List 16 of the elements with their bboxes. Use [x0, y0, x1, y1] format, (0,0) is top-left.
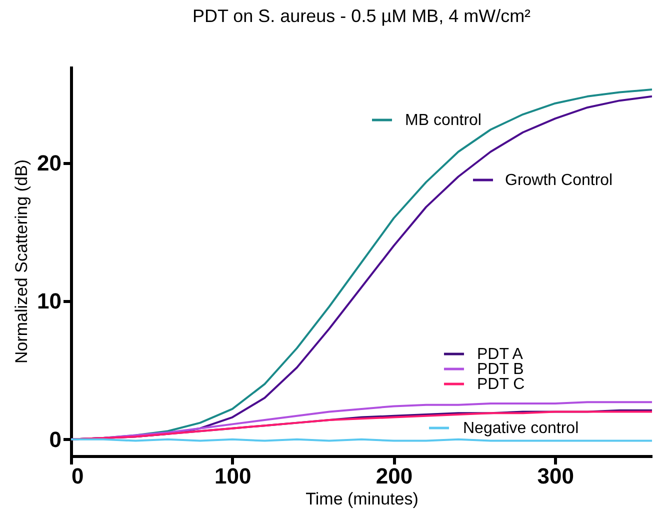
legend-label: Negative control: [463, 420, 579, 437]
legend-label: PDT B: [477, 361, 524, 378]
x-tick-label: 0: [72, 464, 84, 488]
legend-label: PDT A: [477, 346, 524, 363]
y-tick-label: 20: [37, 150, 62, 176]
y-tick-label: 10: [37, 288, 62, 314]
legend-label: PDT C: [477, 376, 525, 393]
x-axis-title: Time (minutes): [306, 490, 418, 508]
y-tick-label: 0: [49, 426, 62, 452]
x-tick-label: 100: [214, 464, 252, 488]
x-tick-label: 300: [537, 464, 574, 488]
x-tick-label: 200: [376, 464, 413, 488]
chart-title: PDT on S. aureus - 0.5 µM MB, 4 mW/cm²: [192, 6, 531, 26]
legend-label: Growth Control: [505, 172, 613, 189]
legend-label: MB control: [405, 112, 482, 129]
y-axis-title: Normalized Scattering (dB): [12, 159, 32, 364]
